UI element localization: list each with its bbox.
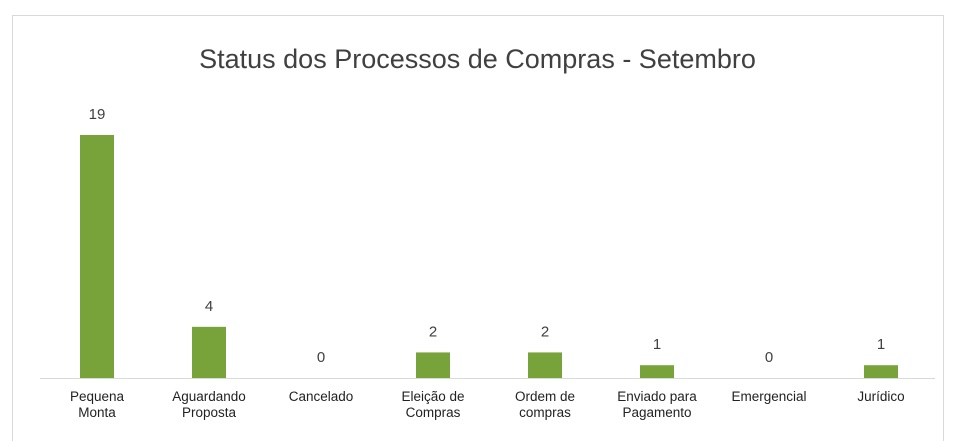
x-tick-label: Cancelado [288,389,354,404]
data-label: 1 [877,336,885,353]
data-label: 2 [429,323,437,340]
bar [80,135,114,378]
x-tick-label: Jurídico [857,389,905,404]
data-label: 19 [89,106,106,123]
data-label: 1 [653,336,661,353]
chart-frame [12,15,944,441]
data-label: 2 [541,323,549,340]
data-label: 0 [765,349,773,366]
x-tick-label: Emergencial [731,389,807,404]
bar [864,365,898,378]
bar [528,352,562,378]
chart-title: Status dos Processos de Compras - Setemb… [199,44,756,74]
x-tick-label: Eleição de Compras [401,389,465,420]
bar [416,352,450,378]
x-tick-label: Aguardando Proposta [172,389,246,420]
x-tick-label: Ordem de compras [514,389,576,420]
data-label: 4 [205,298,213,315]
bar [640,365,674,378]
bar [192,326,226,378]
data-label: 0 [317,349,325,366]
x-tick-label: Enviado para Pagamento [617,389,697,420]
x-tick-label: Pequena Monta [69,389,125,420]
